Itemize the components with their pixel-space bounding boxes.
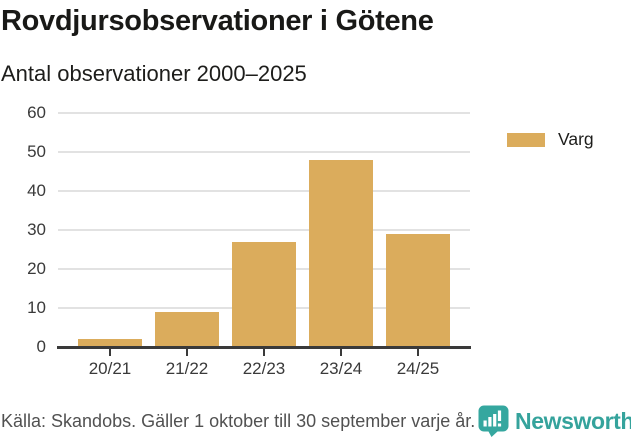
bar-22-23 — [232, 241, 296, 347]
x-axis-label-23-24: 23/24 — [319, 359, 363, 378]
legend: Varg — [507, 129, 594, 150]
y-axis-label-10: 10 — [27, 298, 46, 317]
newsworthy-wordmark: Newsworthy — [515, 407, 631, 434]
y-axis-label-40: 40 — [27, 181, 46, 200]
x-axis-line — [57, 345, 471, 349]
x-axis-labels: 20/21 21/22 22/23 23/24 24/25 — [58, 358, 470, 380]
y-axis-label-0: 0 — [36, 337, 46, 356]
bar-24-25 — [386, 233, 450, 347]
tick-mark — [417, 348, 419, 356]
tick-slot — [232, 348, 296, 356]
newsworthy-speech-bubble-chart-icon — [478, 405, 509, 437]
bar-20-21 — [78, 339, 142, 347]
bars — [58, 113, 470, 347]
tick-slot — [386, 348, 450, 356]
chart-title: Rovdjursobservationer i Götene — [1, 5, 434, 37]
tick-slot — [155, 348, 219, 356]
y-axis-label-60: 60 — [27, 103, 46, 122]
tick-mark — [340, 348, 342, 356]
y-axis-labels: 0 10 20 30 40 50 60 — [0, 103, 46, 356]
gridline-60 — [58, 112, 470, 114]
x-axis-ticks — [58, 348, 470, 356]
x-axis-label-21-22: 21/22 — [165, 359, 209, 378]
chart-subtitle: Antal observationer 2000–2025 — [1, 61, 307, 86]
tick-mark — [109, 348, 111, 356]
y-axis-label-30: 30 — [27, 220, 46, 239]
y-axis-label-50: 50 — [27, 142, 46, 161]
gridline-50 — [58, 151, 470, 153]
x-axis-label-24-25: 24/25 — [396, 359, 440, 378]
tick-slot — [309, 348, 373, 356]
tick-mark — [263, 348, 265, 356]
tick-mark — [186, 348, 188, 356]
x-axis-label-22-23: 22/23 — [242, 359, 286, 378]
gridline-30 — [58, 229, 470, 231]
tick-slot — [78, 348, 142, 356]
plot-area — [58, 112, 470, 347]
bar-21-22 — [155, 311, 219, 347]
legend-swatch-varg — [507, 132, 545, 147]
bar-23-24 — [309, 159, 373, 347]
source-note: Källa: Skandobs. Gäller 1 oktober till 3… — [1, 411, 476, 431]
legend-label-varg: Varg — [558, 129, 594, 149]
newsworthy-logo[interactable]: Newsworthy — [478, 405, 631, 437]
x-axis-label-20-21: 20/21 — [88, 359, 132, 378]
gridline-40 — [58, 190, 470, 192]
y-axis-label-20: 20 — [27, 259, 46, 278]
